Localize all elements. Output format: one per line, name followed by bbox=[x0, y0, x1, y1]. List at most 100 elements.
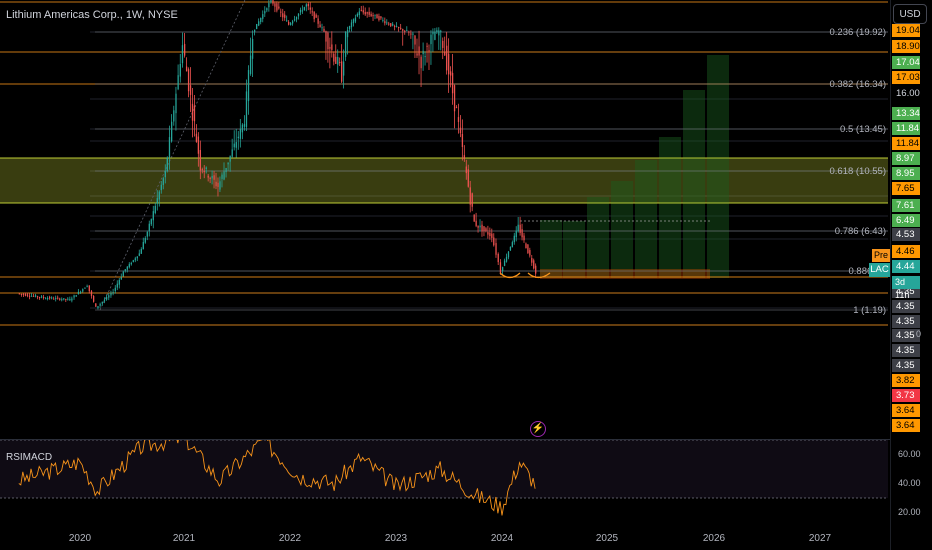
candle-body bbox=[368, 11, 370, 15]
candle-body bbox=[274, 3, 276, 7]
candle-body bbox=[49, 296, 51, 299]
candle-body bbox=[82, 289, 84, 292]
candle-body bbox=[388, 23, 390, 25]
candle-body bbox=[358, 11, 361, 16]
projection-target-bar bbox=[659, 137, 681, 278]
price-axis-label: 4.53 bbox=[892, 228, 920, 241]
candle-body bbox=[451, 72, 454, 94]
time-axis-label: 2026 bbox=[702, 533, 726, 544]
candle-body bbox=[128, 264, 130, 268]
time-axis-label: 2025 bbox=[595, 533, 619, 544]
candle-body bbox=[384, 21, 386, 24]
rsi-band bbox=[0, 440, 888, 498]
candle-body bbox=[110, 292, 112, 296]
candle-body bbox=[505, 256, 508, 262]
candle-body bbox=[372, 15, 374, 17]
rsi-line bbox=[18, 439, 536, 516]
rsi-pane[interactable] bbox=[0, 439, 890, 527]
candle-body bbox=[291, 21, 294, 24]
candle-body bbox=[352, 19, 355, 24]
candle-body bbox=[215, 181, 217, 187]
stop-zone bbox=[540, 269, 710, 279]
candle-body bbox=[243, 124, 246, 127]
candle-body bbox=[331, 44, 333, 50]
candle-body bbox=[130, 262, 132, 265]
candle-body bbox=[146, 232, 148, 237]
candle-body bbox=[42, 297, 45, 299]
candle-body bbox=[418, 46, 420, 56]
candle-body bbox=[461, 134, 464, 147]
candle-body bbox=[453, 85, 456, 112]
candle-body bbox=[303, 7, 306, 11]
candle-body bbox=[315, 14, 317, 18]
candle-body bbox=[84, 287, 86, 289]
indicator-name[interactable]: RSIMACD bbox=[6, 452, 53, 463]
price-axis-label: 17.03 bbox=[892, 71, 920, 84]
pane-separator[interactable] bbox=[0, 439, 890, 440]
candle-body bbox=[354, 17, 357, 22]
candle-body bbox=[53, 298, 55, 300]
price-chart[interactable]: 0.236 (19.92) 0.382 (16.34) 0.5 (13.45) 0.6… bbox=[0, 0, 890, 439]
price-axis-label: 18.90 bbox=[892, 40, 920, 53]
candle-body bbox=[177, 75, 179, 90]
candle-body bbox=[521, 229, 523, 238]
candle-body bbox=[378, 16, 380, 21]
candle-body bbox=[28, 295, 31, 297]
candle-body bbox=[527, 244, 529, 254]
candle-body bbox=[485, 228, 487, 231]
candle-body bbox=[154, 205, 156, 213]
candle-body bbox=[71, 298, 73, 301]
candle-body bbox=[457, 117, 460, 122]
time-axis-label: 2020 bbox=[68, 533, 92, 544]
candle-body bbox=[313, 11, 315, 20]
candle-body bbox=[382, 19, 384, 21]
candle-body bbox=[258, 21, 260, 26]
price-axis-label: 4.35 bbox=[892, 344, 920, 357]
candle-body bbox=[26, 294, 29, 296]
candle-body bbox=[118, 279, 120, 285]
candle-body bbox=[497, 253, 499, 263]
candle-body bbox=[426, 45, 428, 47]
candle-body bbox=[266, 8, 268, 11]
candle-body bbox=[424, 56, 426, 58]
candle-body bbox=[286, 20, 288, 22]
candle-body bbox=[166, 157, 168, 171]
candle-body bbox=[38, 296, 41, 298]
candle-body bbox=[256, 24, 258, 30]
candle-body bbox=[515, 230, 517, 238]
candle-body bbox=[412, 33, 414, 35]
candle-body bbox=[295, 16, 298, 20]
candle-body bbox=[79, 291, 82, 293]
candle-body bbox=[40, 296, 43, 298]
candle-body bbox=[86, 286, 88, 288]
projection-target-bar bbox=[683, 90, 705, 278]
candle-body bbox=[487, 232, 489, 235]
candle-body bbox=[22, 293, 25, 295]
candle-body bbox=[193, 105, 196, 122]
candle-body bbox=[370, 13, 372, 17]
candle-body bbox=[311, 11, 313, 13]
candle-body bbox=[55, 297, 57, 299]
fib-level-label: 0.886 (3. bbox=[849, 266, 887, 277]
candle-body bbox=[45, 298, 47, 300]
price-axis-label: 4.46 bbox=[892, 245, 920, 258]
currency-button[interactable]: USD bbox=[893, 4, 927, 24]
rsi-axis-label: 40.00 bbox=[898, 477, 921, 488]
candle-body bbox=[197, 136, 200, 154]
candle-body bbox=[276, 3, 278, 11]
fib-level-label: 0.382 (16.34) bbox=[829, 79, 886, 90]
candle-body bbox=[420, 56, 422, 69]
candle-body bbox=[529, 250, 531, 256]
candle-body bbox=[30, 295, 33, 297]
candle-body bbox=[245, 91, 248, 127]
candle-body bbox=[168, 137, 171, 158]
candle-body bbox=[438, 30, 440, 36]
fib-level-label: 0.618 (10.55) bbox=[829, 166, 886, 177]
lightning-icon[interactable]: ⚡ bbox=[530, 421, 546, 437]
price-axis-label: 4.35 bbox=[892, 359, 920, 372]
candle-body bbox=[398, 26, 400, 28]
symbol-title[interactable]: Lithium Americas Corp., 1W, NYSE bbox=[6, 9, 178, 21]
candle-body bbox=[61, 299, 63, 301]
candle-body bbox=[350, 22, 353, 28]
candle-body bbox=[201, 169, 203, 171]
